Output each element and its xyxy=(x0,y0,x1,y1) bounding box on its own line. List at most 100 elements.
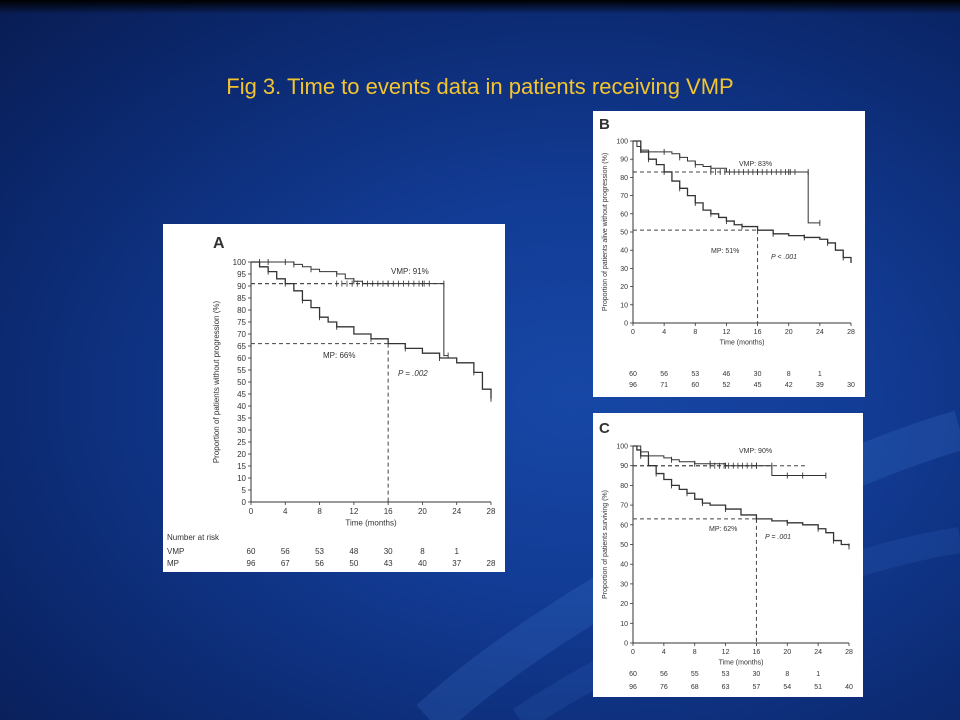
risk-table-value: 96 xyxy=(629,684,637,691)
risk-table-value: 50 xyxy=(349,559,358,568)
x-tick-label: 8 xyxy=(693,329,697,336)
x-axis-label: Time (months) xyxy=(719,659,764,666)
x-tick-label: 12 xyxy=(722,649,730,656)
km-curve-vmp xyxy=(633,445,826,477)
risk-table-value: 56 xyxy=(281,547,290,556)
risk-table-value: 55 xyxy=(691,671,699,678)
x-tick-label: 0 xyxy=(249,507,254,516)
risk-table-value: 76 xyxy=(660,684,668,691)
y-axis-label: Proportion of patients without progressi… xyxy=(212,301,221,464)
risk-table-value: 30 xyxy=(384,547,393,556)
y-tick-label: 0 xyxy=(624,640,628,647)
panel-letter: C xyxy=(599,420,610,437)
y-tick-label: 90 xyxy=(237,282,246,291)
risk-table-value: 63 xyxy=(722,684,730,691)
x-tick-label: 4 xyxy=(662,649,666,656)
y-tick-label: 40 xyxy=(620,562,628,569)
annotation-label: VMP: 83% xyxy=(739,161,772,168)
risk-table-header: Number at risk xyxy=(167,533,220,542)
risk-table-value: 56 xyxy=(315,559,324,568)
y-tick-label: 80 xyxy=(620,175,628,182)
y-tick-label: 20 xyxy=(620,284,628,291)
y-tick-label: 15 xyxy=(237,462,246,471)
x-axis-label: Time (months) xyxy=(720,339,765,346)
x-tick-label: 24 xyxy=(816,329,824,336)
risk-table-value: 39 xyxy=(816,382,824,389)
annotation-label: P = .001 xyxy=(765,534,791,541)
risk-table-value: 48 xyxy=(349,547,358,556)
y-tick-label: 25 xyxy=(237,438,246,447)
km-curve-mp xyxy=(633,140,852,263)
risk-table-value: 68 xyxy=(691,684,699,691)
y-tick-label: 10 xyxy=(620,302,628,309)
y-tick-label: 100 xyxy=(233,258,247,267)
risk-table-value: 8 xyxy=(785,671,789,678)
y-tick-label: 30 xyxy=(620,266,628,273)
x-tick-label: 8 xyxy=(693,649,697,656)
y-tick-label: 30 xyxy=(237,426,246,435)
panel-letter: A xyxy=(213,235,225,252)
y-tick-label: 50 xyxy=(620,542,628,549)
risk-table-value: 40 xyxy=(845,684,853,691)
risk-table-value: 8 xyxy=(787,371,791,378)
y-tick-label: 100 xyxy=(616,443,628,450)
x-tick-label: 28 xyxy=(487,507,496,516)
y-tick-label: 5 xyxy=(242,486,247,495)
y-tick-label: 10 xyxy=(620,621,628,628)
y-axis-label: Proportion of patients surviving (%) xyxy=(602,490,609,599)
km-curve-mp xyxy=(633,445,850,547)
figure-panel-a: A 0 5 10 15 20 25 30 35 40 45 50 55 60 65 70 75 80 85 90 95 1… xyxy=(163,224,505,572)
annotation-label: P = .002 xyxy=(398,369,428,378)
risk-table-value: 67 xyxy=(281,559,290,568)
x-tick-label: 16 xyxy=(753,649,761,656)
top-shadow-bar xyxy=(0,0,960,14)
risk-table-value: 53 xyxy=(722,671,730,678)
risk-table-value: 60 xyxy=(629,671,637,678)
x-tick-label: 12 xyxy=(349,507,358,516)
y-tick-label: 80 xyxy=(620,483,628,490)
km-curve-vmp xyxy=(251,261,449,357)
y-tick-label: 50 xyxy=(237,378,246,387)
x-tick-label: 16 xyxy=(384,507,393,516)
y-tick-label: 65 xyxy=(237,342,246,351)
risk-table-value: 60 xyxy=(247,547,256,556)
y-tick-label: 90 xyxy=(620,157,628,164)
y-tick-label: 50 xyxy=(620,229,628,236)
km-chart-b: B 0 10 20 30 40 50 60 70 80 90 100 0 4 8 12 16 20 24 28 Time… xyxy=(599,116,855,389)
y-tick-label: 20 xyxy=(620,601,628,608)
annotation-label: MP: 62% xyxy=(709,526,737,533)
y-tick-label: 75 xyxy=(237,318,246,327)
x-tick-label: 20 xyxy=(785,329,793,336)
x-tick-label: 8 xyxy=(317,507,322,516)
x-tick-label: 0 xyxy=(631,649,635,656)
risk-table-value: 56 xyxy=(660,371,668,378)
risk-table-value: 30 xyxy=(753,671,761,678)
risk-table-row-label: MP xyxy=(167,559,179,568)
risk-table-value: 37 xyxy=(452,559,461,568)
risk-table-value: 46 xyxy=(723,371,731,378)
y-tick-label: 0 xyxy=(242,498,247,507)
y-axis-label: Proportion of patients alive without pro… xyxy=(602,153,609,311)
y-tick-label: 45 xyxy=(237,390,246,399)
x-tick-label: 20 xyxy=(418,507,427,516)
x-tick-label: 28 xyxy=(845,649,853,656)
risk-table-value: 43 xyxy=(384,559,393,568)
annotation-label: MP: 51% xyxy=(711,248,739,255)
y-tick-label: 95 xyxy=(237,270,246,279)
y-tick-label: 85 xyxy=(237,294,246,303)
risk-table-value: 53 xyxy=(691,371,699,378)
risk-table-value: 30 xyxy=(847,382,855,389)
y-tick-label: 90 xyxy=(620,463,628,470)
km-curve-mp xyxy=(251,261,492,399)
y-tick-label: 60 xyxy=(237,354,246,363)
y-tick-label: 70 xyxy=(620,193,628,200)
risk-table-value: 42 xyxy=(785,382,793,389)
km-chart-a: A051015202530354045505560657075808590951… xyxy=(167,235,496,568)
risk-table-value: 60 xyxy=(691,382,699,389)
y-tick-label: 40 xyxy=(620,248,628,255)
risk-table-value: 96 xyxy=(629,382,637,389)
risk-table-value: 30 xyxy=(754,371,762,378)
x-tick-label: 28 xyxy=(847,329,855,336)
y-tick-label: 10 xyxy=(237,474,246,483)
risk-table-value: 60 xyxy=(629,371,637,378)
